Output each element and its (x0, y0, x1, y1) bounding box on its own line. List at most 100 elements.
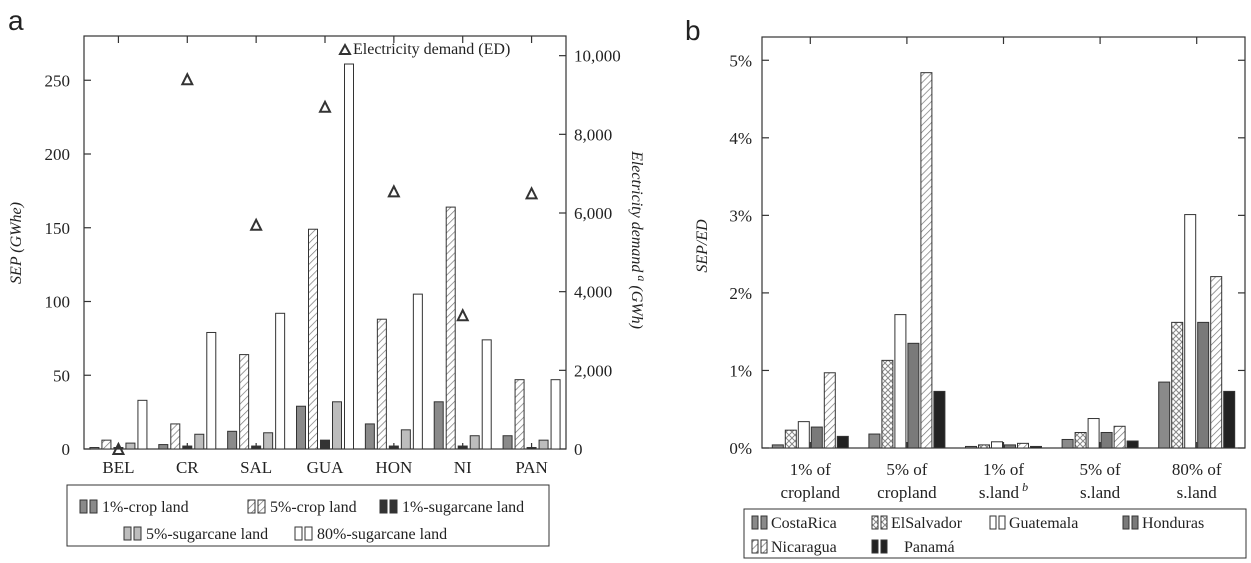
y-tick-label: 5% (729, 51, 752, 70)
bar-panam-5-of-cropland (933, 390, 946, 449)
legend-swatch-80-sugarcane-land (294, 526, 303, 541)
bar-1-crop-land-pan (502, 435, 513, 450)
bar-1-sugarcane-land-bel (113, 447, 124, 450)
panel-a-legend: 1%-crop land 5%-crop land 1%-sugarcane lan… (66, 484, 550, 547)
x-tick-label: 5% of (886, 460, 927, 479)
x-tick-label: HON (375, 458, 412, 477)
bar-5-crop-land-gua (308, 228, 318, 450)
y-tick-label: 50 (53, 366, 70, 385)
bar-guatemala-5-of-s-land (1087, 418, 1100, 449)
bar-5-crop-land-hon (376, 318, 387, 450)
legend-label-1-crop-land: 1%-crop land (102, 499, 189, 516)
ed-marker-bel (111, 441, 126, 455)
bar-panam-1-of-cropland (836, 435, 849, 449)
bar-honduras-5-of-cropland (907, 342, 920, 449)
panel-b-y-axis-label: SEP/ED (694, 219, 711, 273)
ed-marker-ni (456, 308, 470, 322)
bar-80-sugarcane-land-gua (344, 63, 354, 450)
legend-swatch-honduras (1122, 515, 1130, 530)
bar-1-crop-land-gua (296, 405, 306, 450)
x-tick-label: CR (176, 458, 199, 477)
bar-nicaragua-1-of-cropland (823, 372, 836, 449)
legend-label-80-sugarcane-land: 80%-sugarcane land (317, 526, 447, 543)
ed-marker-hon (387, 184, 401, 198)
y2-tick-label: 10,000 (574, 47, 621, 66)
bar-1-crop-land-sal (227, 430, 238, 450)
y2-tick-label: 0 (574, 440, 583, 459)
bar-5-sugarcane-land-sal (263, 432, 274, 450)
bar-5-sugarcane-land-pan (538, 439, 549, 450)
y-tick-label: 250 (45, 71, 71, 90)
legend-label-honduras: Honduras (1142, 515, 1204, 532)
legend-swatch-5-crop-land (257, 499, 266, 514)
legend-swatch-honduras (1131, 515, 1139, 530)
bar-elsalvador-1-of-s-land (978, 444, 990, 449)
legend-swatch-80-sugarcane-land (304, 526, 313, 541)
y-tick-label: 0 (62, 440, 71, 459)
ed-marker-cr (180, 72, 194, 86)
bar-nicaragua-1-of-s-land (1017, 442, 1029, 449)
bar-guatemala-80-of-s-land (1184, 214, 1197, 449)
y-tick-label: 150 (45, 219, 71, 238)
bar-1-crop-land-ni (433, 401, 444, 450)
panel-b-letter: b (685, 15, 701, 46)
y-tick-label: 200 (45, 145, 71, 164)
legend-swatch-1-crop-land (79, 499, 88, 514)
bar-5-crop-land-cr (170, 423, 181, 450)
bar-costarica-1-of-cropland (771, 444, 784, 449)
bar-80-sugarcane-land-pan (550, 379, 561, 450)
legend-label-panam: Panamá (904, 539, 955, 556)
legend-label-5-sugarcane-land: 5%-sugarcane land (146, 526, 268, 543)
bar-nicaragua-5-of-cropland (920, 72, 933, 449)
bar-elsalvador-5-of-cropland (881, 359, 894, 449)
panel-a-letter: a (8, 5, 24, 36)
legend-swatch-5-crop-land (247, 499, 256, 514)
legend-swatch-elsalvador (880, 515, 888, 530)
legend-swatch-5-sugarcane-land (133, 526, 142, 541)
legend-swatch-1-sugarcane-land (379, 499, 388, 514)
bar-5-sugarcane-land-ni (469, 435, 480, 450)
ed-marker-gua (318, 99, 332, 113)
panel-a-bars (89, 63, 561, 450)
y-tick-label: 0% (729, 439, 752, 458)
y-tick-label: 4% (729, 129, 752, 148)
legend-label-guatemala: Guatemala (1009, 515, 1078, 532)
bar-5-crop-land-ni (445, 206, 456, 450)
bar-nicaragua-80-of-s-land (1210, 276, 1223, 449)
y-tick-label: 1% (729, 361, 752, 380)
legend-label-5-crop-land: 5%-crop land (270, 499, 357, 516)
legend-swatch-costarica (751, 515, 759, 530)
bar-nicaragua-5-of-s-land (1113, 425, 1126, 449)
bar-80-sugarcane-land-sal (275, 312, 286, 450)
bar-1-sugarcane-land-pan (526, 447, 537, 450)
bar-5-crop-land-bel (101, 439, 112, 450)
bar-1-sugarcane-land-gua (320, 439, 330, 450)
x-tick-label: cropland (781, 483, 841, 502)
bar-80-sugarcane-land-hon (412, 293, 423, 450)
legend-swatch-costarica (760, 515, 768, 530)
x-tick-label: s.land (1177, 483, 1218, 502)
bar-5-sugarcane-land-cr (194, 433, 205, 450)
y-tick-label: 2% (729, 284, 752, 303)
bar-1-sugarcane-land-ni (457, 445, 468, 450)
bar-panam-80-of-s-land (1223, 390, 1236, 449)
legend-swatch-nicaragua (760, 539, 768, 554)
legend-label-elsalvador: ElSalvador (891, 515, 963, 532)
panel-b-y-ticks (762, 37, 1245, 449)
panel-a-y-axis-label: SEP (GWhe) (8, 202, 25, 284)
bar-5-crop-land-sal (239, 354, 250, 450)
x-tick-label: PAN (515, 458, 547, 477)
panel-a-x-tick-labels: BEL CR SAL GUA HON NI PAN (102, 458, 547, 477)
legend-label-1-sugarcane-land: 1%-sugarcane land (402, 499, 524, 516)
bar-1-crop-land-hon (364, 423, 375, 450)
bar-elsalvador-1-of-cropland (784, 429, 797, 449)
bar-costarica-5-of-cropland (868, 433, 881, 449)
legend-label-nicaragua: Nicaragua (771, 539, 837, 556)
panel-a-plot-frame (83, 35, 567, 450)
legend-swatch-guatemala (998, 515, 1006, 530)
x-tick-label: cropland (877, 483, 937, 502)
ed-legend-label: Electricity demand (ED) (353, 41, 510, 58)
bar-5-sugarcane-land-hon (400, 429, 411, 450)
